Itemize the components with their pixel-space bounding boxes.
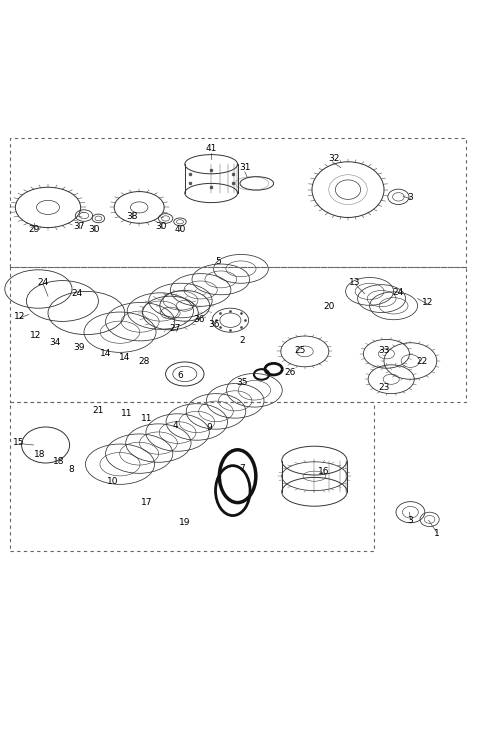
Text: 40: 40 [174,225,186,234]
Text: 13: 13 [349,278,361,287]
Text: 29: 29 [28,225,39,234]
Text: 19: 19 [179,518,191,527]
Text: 38: 38 [126,213,138,222]
Text: 24: 24 [37,278,49,287]
Text: 35: 35 [237,377,248,386]
Text: 21: 21 [93,406,104,415]
Text: 1: 1 [434,530,440,539]
Text: 10: 10 [107,477,119,486]
Text: 20: 20 [323,302,335,311]
Text: 36: 36 [208,319,219,328]
Text: 2: 2 [240,336,245,345]
Text: 32: 32 [328,154,339,163]
Text: 22: 22 [417,357,428,366]
Text: 11: 11 [121,409,133,418]
Text: 11: 11 [141,413,152,423]
Text: 39: 39 [73,343,85,352]
Text: 16: 16 [318,467,330,476]
Text: 4: 4 [172,421,178,430]
Text: 34: 34 [49,338,61,347]
Text: 12: 12 [421,298,433,307]
Text: 41: 41 [205,144,217,153]
Text: 9: 9 [206,423,212,432]
Text: 18: 18 [53,457,65,466]
Text: 33: 33 [378,346,390,355]
Text: 37: 37 [73,222,85,231]
Text: 24: 24 [393,289,404,298]
Text: 12: 12 [30,331,42,340]
Text: 36: 36 [193,315,205,324]
Text: 6: 6 [177,371,183,380]
Text: 30: 30 [155,222,167,231]
Text: 15: 15 [13,438,25,447]
Text: 17: 17 [141,498,152,507]
Text: 3: 3 [408,193,413,202]
Text: 28: 28 [138,357,150,366]
Text: 14: 14 [100,349,111,358]
Text: 31: 31 [239,163,251,172]
Text: 25: 25 [294,346,306,355]
Text: 3: 3 [408,516,413,525]
Text: 14: 14 [119,353,131,362]
Text: 5: 5 [216,257,221,266]
Text: 18: 18 [34,450,46,459]
Text: 27: 27 [169,325,181,333]
Text: 26: 26 [285,368,296,377]
Text: 23: 23 [378,383,390,392]
Text: 24: 24 [71,289,83,298]
Text: 30: 30 [88,225,99,234]
Text: 7: 7 [240,463,245,472]
Text: 12: 12 [13,313,25,322]
Text: 8: 8 [68,465,74,474]
